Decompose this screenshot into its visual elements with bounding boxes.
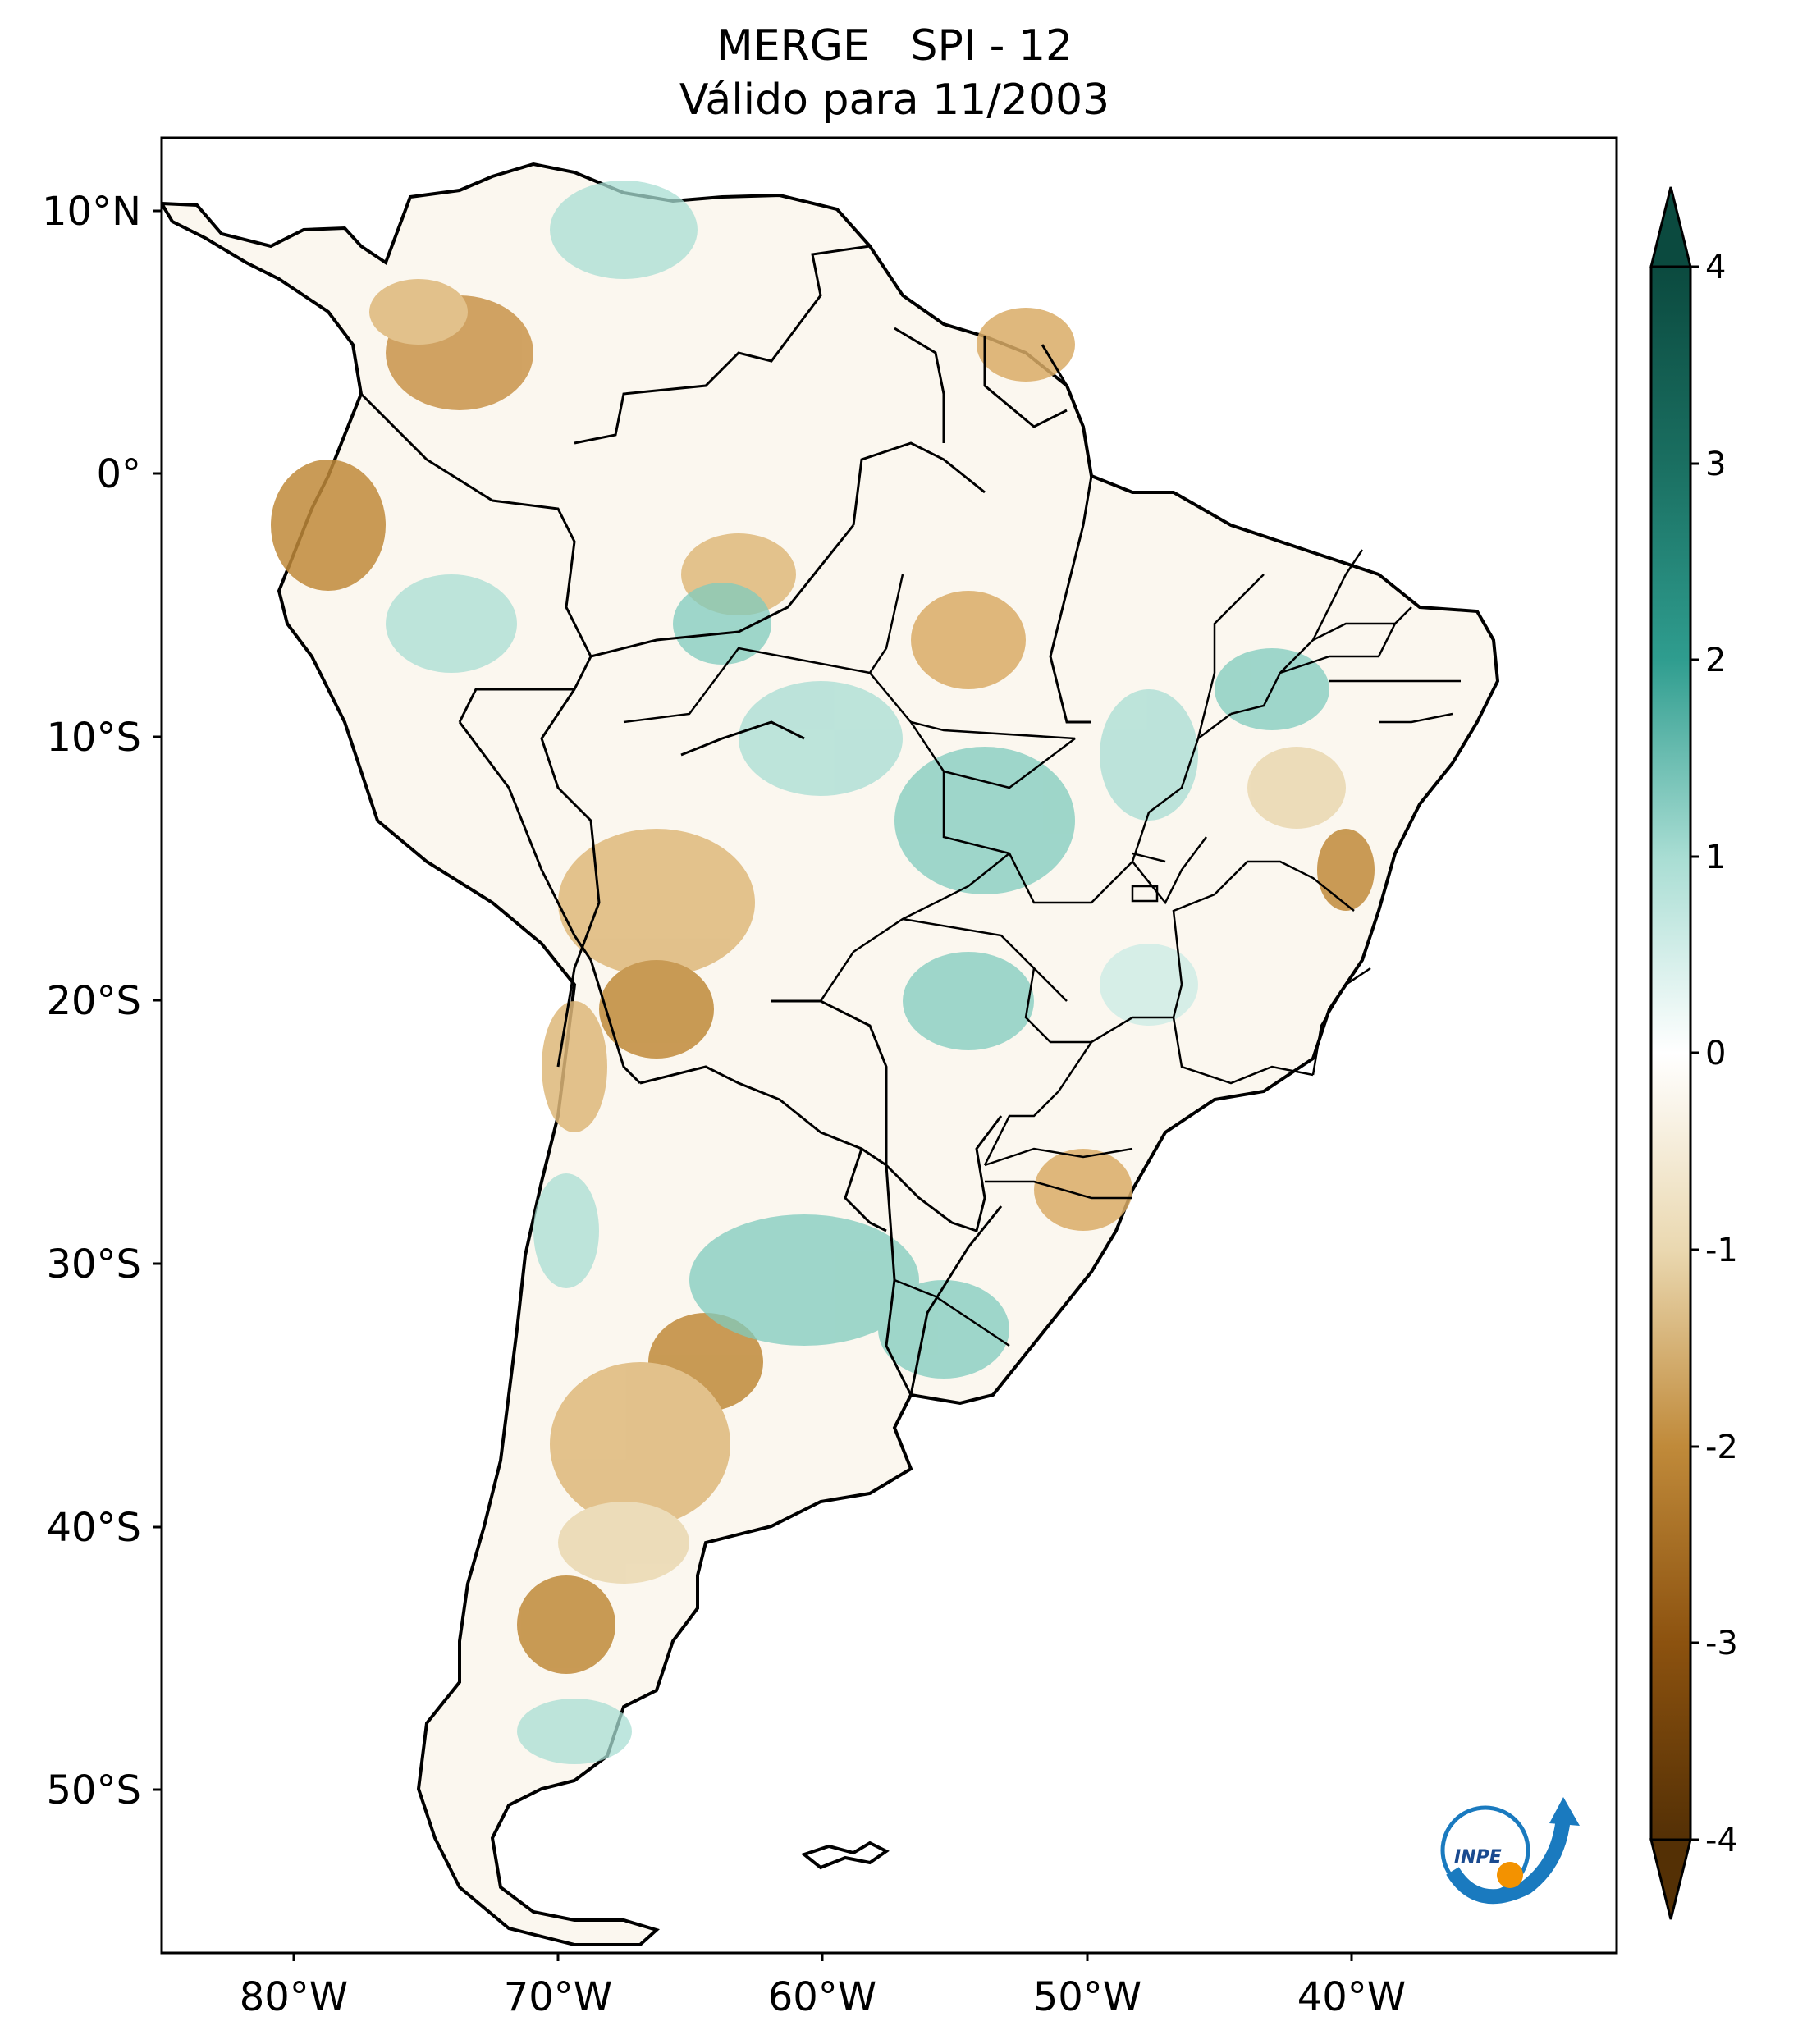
country-borders [359, 245, 1093, 1396]
falkland-islands [800, 1841, 890, 1870]
lat-tick-label: 10°N [42, 189, 141, 235]
map-title: MERGE SPI - 12 [716, 21, 1073, 71]
lon-tick-label: 80°W [240, 1974, 349, 2020]
lat-tick-label: 40°S [46, 1505, 141, 1551]
colorbar-tick-label: -3 [1705, 1625, 1738, 1662]
colorbar-tick-label: -2 [1705, 1429, 1738, 1466]
inpe-logo: INPE [1440, 1797, 1580, 1905]
lat-tick-label: 10°S [46, 715, 141, 761]
colorbar-tick-label: 1 [1705, 839, 1726, 876]
colorbar-tick-label: 0 [1705, 1035, 1726, 1072]
lat-tick-label: 20°S [46, 978, 141, 1024]
colorbar-tick-label: 4 [1705, 249, 1726, 286]
colorbar-gradient [1649, 265, 1692, 1841]
lon-tick-label: 60°W [768, 1974, 877, 2020]
lat-tick-label: 0° [96, 451, 141, 497]
lat-tick-label: 50°S [46, 1767, 141, 1813]
colorbar-tick-label: -1 [1705, 1232, 1738, 1269]
colorbar-max-extension [1649, 186, 1692, 268]
south-america-landmass [162, 162, 1500, 1946]
colorbar-min-extension [1649, 1838, 1692, 1920]
lon-tick-label: 70°W [504, 1974, 613, 2020]
latitude-axis [153, 209, 162, 1791]
spi-dry-patches [271, 279, 1375, 1674]
colorbar-tick-label: 2 [1705, 642, 1726, 679]
colorbar-tick-label: 3 [1705, 446, 1726, 483]
colorbar [1649, 186, 1699, 1920]
lon-tick-label: 40°W [1297, 1974, 1407, 2020]
spi-wet-patches [386, 181, 1329, 1764]
lon-tick-label: 50°W [1033, 1974, 1142, 2020]
map-subtitle: Válido para 11/2003 [679, 75, 1110, 125]
lat-tick-label: 30°S [46, 1241, 141, 1287]
colorbar-tick-label: -4 [1705, 1822, 1738, 1859]
map-frame [160, 136, 1618, 1955]
state-borders [623, 549, 1461, 1347]
svg-text:INPE: INPE [1454, 1847, 1502, 1868]
longitude-axis [292, 1953, 1353, 1961]
